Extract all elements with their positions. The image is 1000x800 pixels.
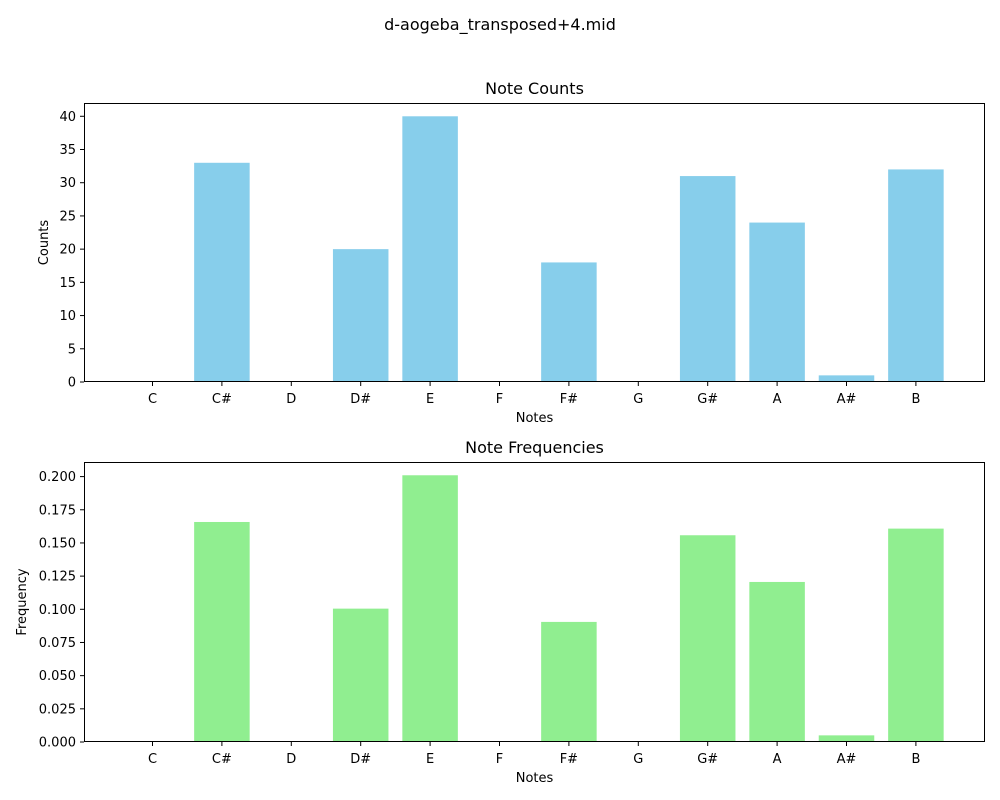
x-tick-label: G xyxy=(633,752,643,767)
note-counts-chart: Note Counts Notes Counts 0 5 10 15 20 25 30 35 4… xyxy=(37,79,985,426)
x-tick-label: G xyxy=(633,392,643,407)
bar-group xyxy=(194,475,944,742)
x-tick-label: F xyxy=(496,392,503,407)
x-tick-label: A# xyxy=(837,752,857,767)
bar-b xyxy=(888,528,944,742)
y-ticks: 0 5 10 15 20 25 30 35 40 xyxy=(59,110,84,391)
bar-c-sharp xyxy=(194,162,250,382)
x-tick-label: C xyxy=(148,752,157,767)
bar-a xyxy=(749,222,805,382)
y-tick-label: 20 xyxy=(59,243,76,258)
bar-b xyxy=(888,169,944,382)
y-tick-label: 0.075 xyxy=(39,636,76,651)
y-axis-label: Frequency xyxy=(15,568,30,635)
x-tick-label: F# xyxy=(560,752,578,767)
y-tick-label: 0.000 xyxy=(39,736,76,751)
x-tick-label: E xyxy=(426,752,434,767)
x-tick-label: C# xyxy=(212,392,232,407)
x-axis-label: Notes xyxy=(516,771,554,786)
y-tick-label: 15 xyxy=(59,276,76,291)
bar-a-sharp xyxy=(818,735,875,742)
y-tick-label: 0.200 xyxy=(39,470,76,485)
x-tick-label: F# xyxy=(560,392,578,407)
x-tick-label: G# xyxy=(697,752,718,767)
x-tick-label: B xyxy=(911,752,920,767)
y-tick-label: 30 xyxy=(59,176,76,191)
y-tick-label: 0.025 xyxy=(39,702,76,717)
y-ticks: 0.000 0.025 0.050 0.075 0.100 0.125 0.150 0.175… xyxy=(39,470,84,751)
x-tick-label: C# xyxy=(212,752,232,767)
y-tick-label: 40 xyxy=(59,110,76,125)
bar-d-sharp xyxy=(332,608,389,742)
y-tick-label: 35 xyxy=(59,143,76,158)
bar-g-sharp xyxy=(679,535,736,742)
bar-e xyxy=(402,475,458,742)
y-tick-label: 0.125 xyxy=(39,570,76,585)
bar-group xyxy=(194,116,944,382)
plot-frame xyxy=(84,462,985,742)
x-ticks: C C# D D# E F F# G G# A A# B xyxy=(148,382,920,407)
y-tick-label: 5 xyxy=(68,342,76,357)
x-tick-label: D xyxy=(286,752,296,767)
chart-title: Note Counts xyxy=(485,79,584,98)
x-tick-label: D xyxy=(286,392,296,407)
y-tick-label: 0.100 xyxy=(39,603,76,618)
x-axis-label: Notes xyxy=(516,411,554,426)
bar-g-sharp xyxy=(679,176,736,382)
bar-a-sharp xyxy=(818,375,875,382)
y-tick-label: 25 xyxy=(59,209,76,224)
chart-title: Note Frequencies xyxy=(465,438,604,457)
y-tick-label: 0.175 xyxy=(39,503,76,518)
bar-a xyxy=(749,581,805,742)
x-tick-label: F xyxy=(496,752,503,767)
y-tick-label: 0.150 xyxy=(39,536,76,551)
note-frequencies-chart: Note Frequencies Notes Frequency 0.0000.… xyxy=(15,438,985,786)
bar-d-sharp xyxy=(332,249,389,382)
x-ticks: C C# D D# E F F# G G# A A# B xyxy=(148,742,920,767)
bar-f-sharp xyxy=(541,621,597,742)
x-tick-label: C xyxy=(148,392,157,407)
figure-title: d-aogeba_transposed+4.mid xyxy=(384,15,616,35)
y-axis-label: Counts xyxy=(37,220,52,266)
bar-c-sharp xyxy=(194,521,250,742)
plot-frame xyxy=(84,103,985,382)
bar-e xyxy=(402,116,458,382)
x-tick-label: A# xyxy=(837,392,857,407)
x-tick-label: E xyxy=(426,392,434,407)
x-tick-label: A xyxy=(773,752,782,767)
x-tick-label: D# xyxy=(350,392,371,407)
x-tick-label: B xyxy=(911,392,920,407)
bar-f-sharp xyxy=(541,262,597,382)
x-tick-label: G# xyxy=(697,392,718,407)
y-tick-label: 0 xyxy=(68,376,76,391)
x-tick-label: A xyxy=(773,392,782,407)
y-tick-label: 10 xyxy=(59,309,76,324)
y-tick-label: 0.050 xyxy=(39,669,76,684)
x-tick-label: D# xyxy=(350,752,371,767)
